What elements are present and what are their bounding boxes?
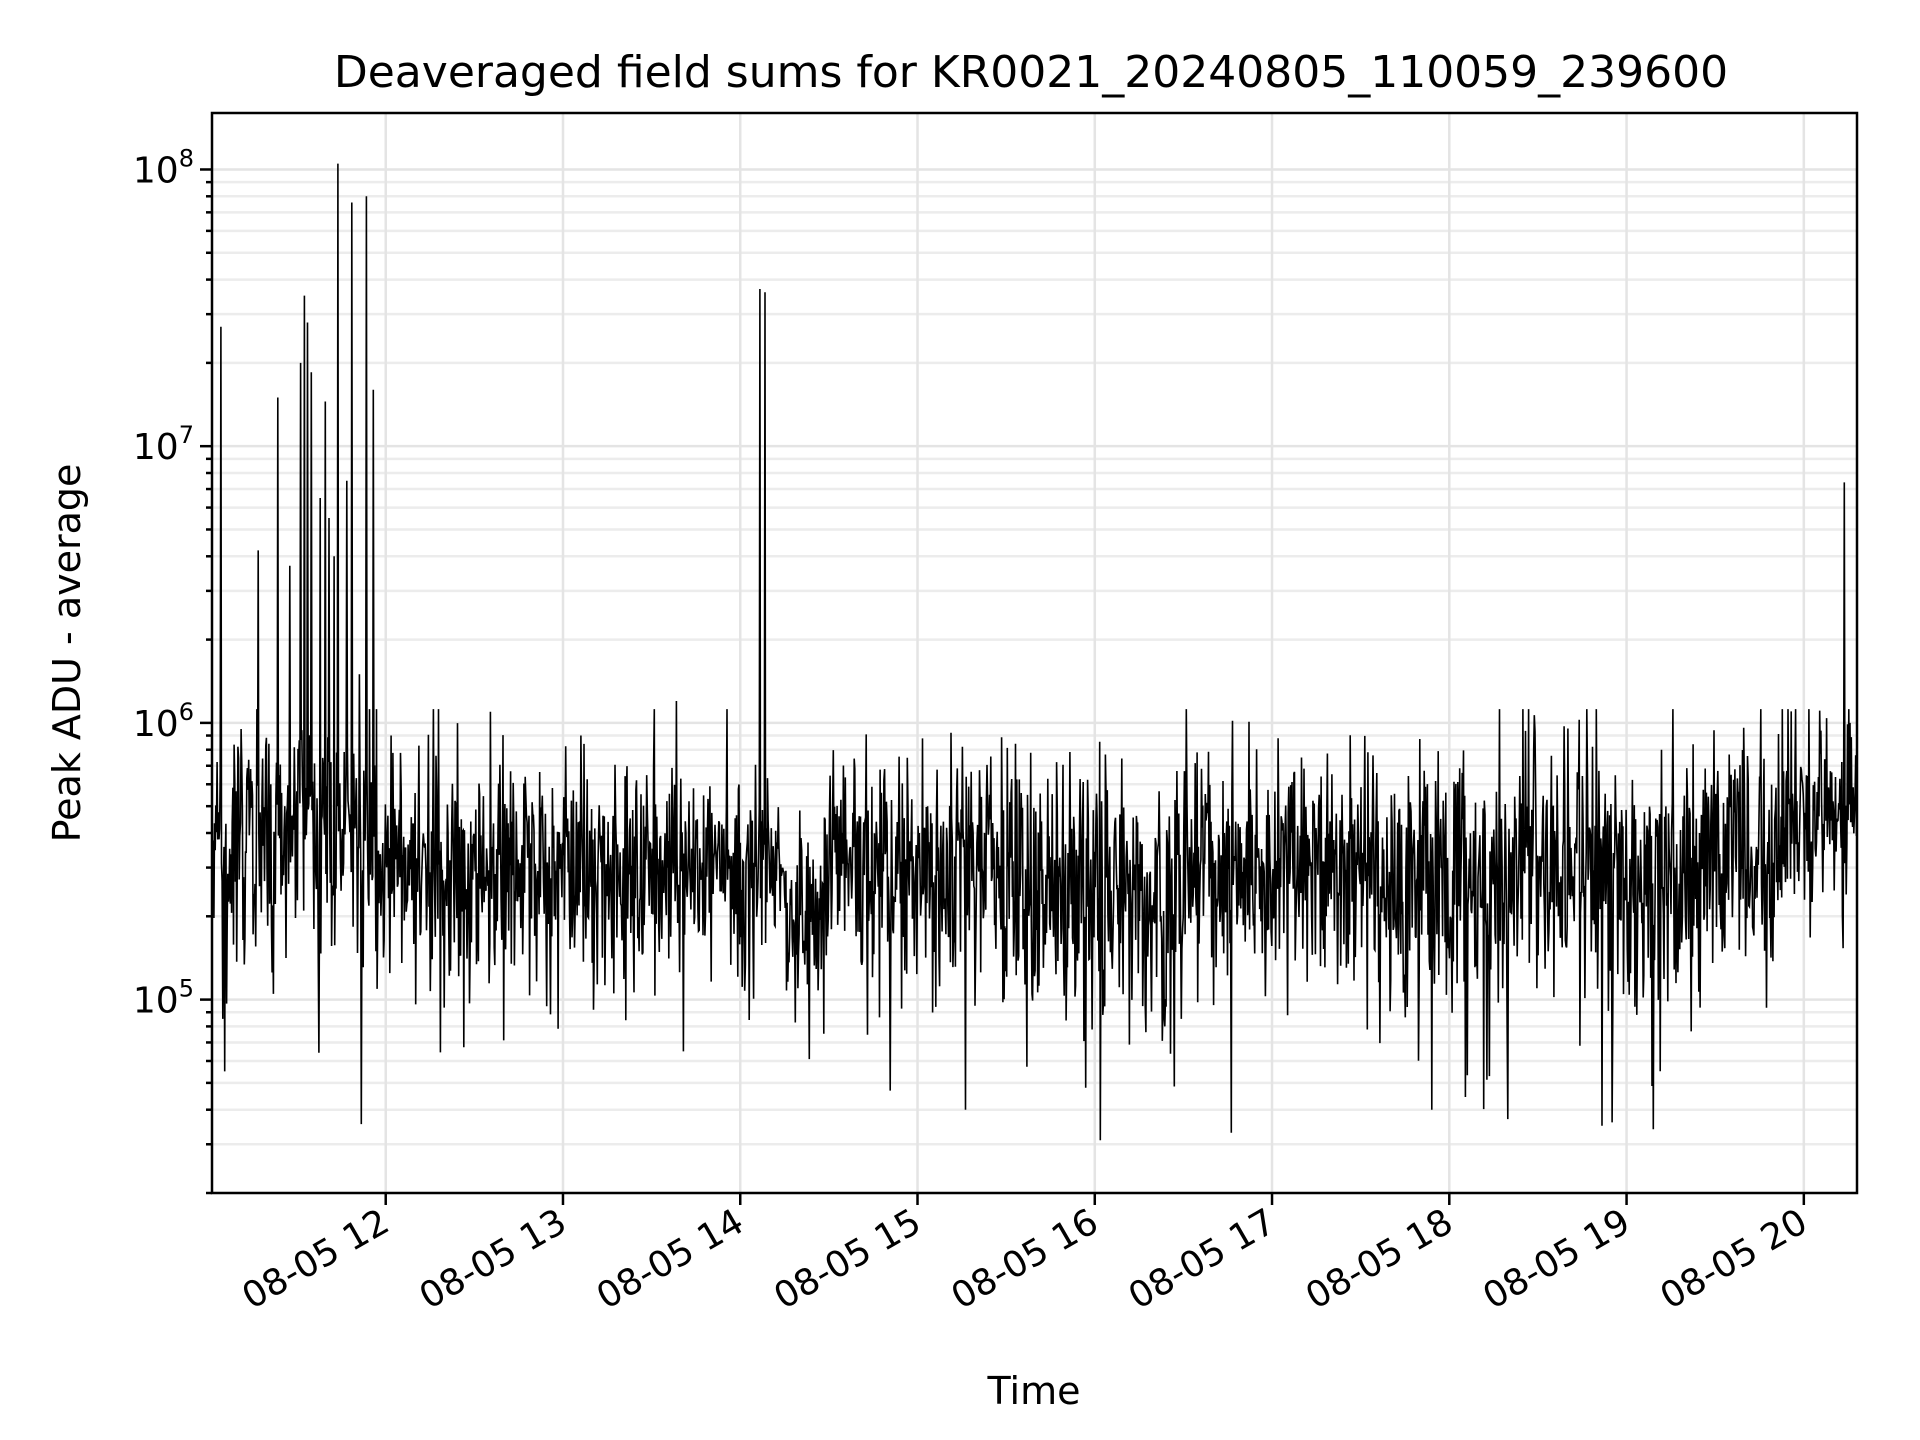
x-axis-label: Time bbox=[987, 1369, 1081, 1413]
data-series-line bbox=[211, 163, 1858, 1141]
minor-gridlines bbox=[212, 180, 1857, 1195]
major-gridlines bbox=[212, 113, 1857, 1193]
chart-title: Deaveraged field sums for KR0021_2024080… bbox=[334, 47, 1728, 98]
series-layer bbox=[211, 163, 1858, 1141]
y-axis-label: Peak ADU - average bbox=[45, 464, 89, 843]
y-tick-label: 107 bbox=[133, 421, 194, 468]
y-axis-ticks: 105 106 107 108 bbox=[133, 144, 212, 1195]
plot-frame bbox=[210, 111, 1859, 1195]
y-tick-label: 106 bbox=[133, 698, 194, 745]
y-tick-label: 108 bbox=[133, 144, 194, 191]
y-tick-label: 105 bbox=[133, 975, 194, 1022]
